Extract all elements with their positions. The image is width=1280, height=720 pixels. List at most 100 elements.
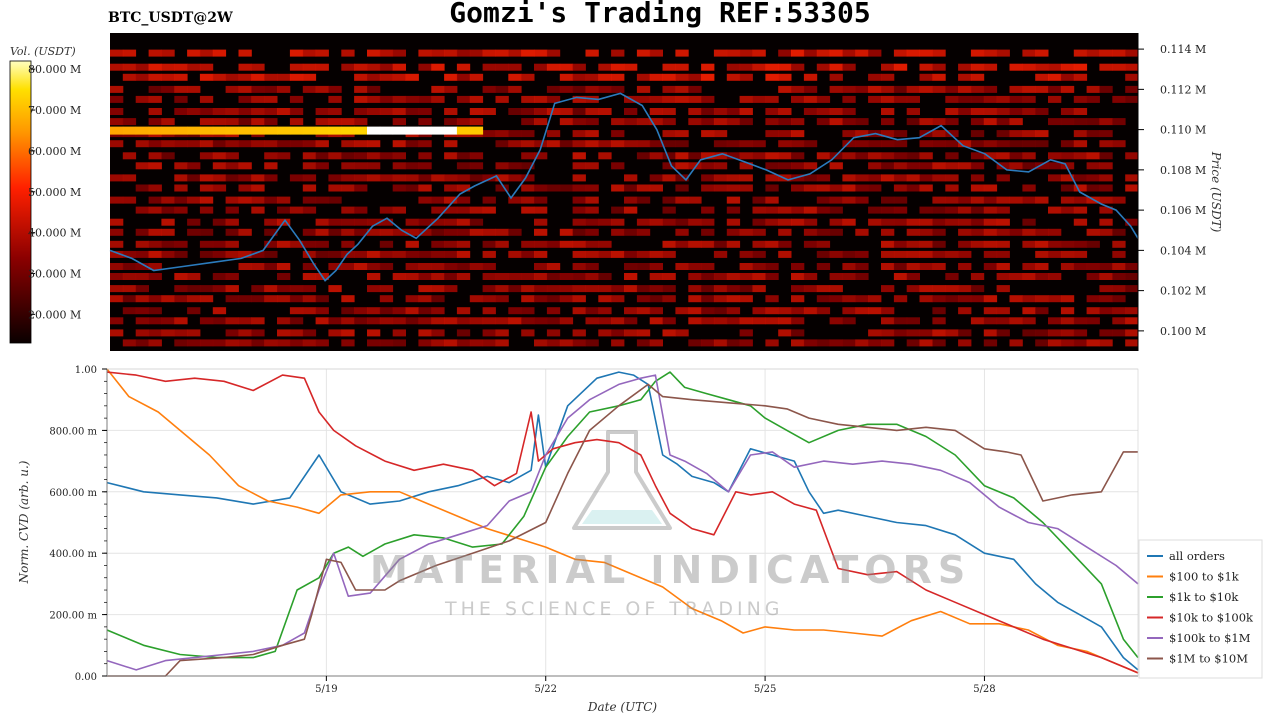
heatmap-cell bbox=[1048, 118, 1062, 126]
heatmap-cell bbox=[996, 250, 1010, 258]
heatmap-cell bbox=[1112, 329, 1126, 337]
heatmap-cell bbox=[868, 49, 882, 57]
heatmap-cell bbox=[302, 85, 317, 93]
heatmap-cell bbox=[675, 184, 689, 192]
heatmap-cell bbox=[367, 73, 381, 81]
y-tick-label: 800.00 m bbox=[49, 426, 97, 437]
heatmap-cell bbox=[598, 317, 612, 325]
heatmap-cell bbox=[174, 108, 188, 115]
heatmap-cell bbox=[444, 49, 458, 57]
heatmap-cell bbox=[752, 263, 766, 270]
heatmap-cell bbox=[187, 307, 201, 315]
heatmap-cell bbox=[315, 118, 329, 126]
heatmap-cell bbox=[1086, 307, 1100, 315]
heatmap-cell bbox=[791, 130, 805, 138]
heatmap-cell bbox=[649, 250, 663, 258]
heatmap-cell bbox=[816, 250, 831, 258]
heatmap-cell bbox=[791, 317, 805, 325]
heatmap-cell bbox=[765, 108, 779, 115]
heatmap-cell bbox=[919, 206, 933, 214]
heatmap-cell bbox=[341, 240, 355, 248]
heatmap-cell bbox=[238, 196, 252, 204]
heatmap-cell bbox=[367, 162, 381, 170]
legend-label: all orders bbox=[1169, 549, 1225, 563]
heatmap-cell bbox=[418, 118, 432, 126]
heatmap-cell bbox=[893, 206, 908, 214]
heatmap-cell bbox=[881, 196, 895, 204]
heatmap-cell bbox=[367, 218, 381, 226]
heatmap-cell bbox=[1035, 228, 1049, 236]
heatmap-cell bbox=[367, 63, 381, 71]
heatmap-cell bbox=[238, 184, 252, 192]
heatmap-cell bbox=[765, 263, 779, 270]
heatmap-cell bbox=[110, 85, 124, 93]
heatmap-cell bbox=[431, 317, 445, 325]
heatmap-cell bbox=[713, 49, 728, 57]
heatmap-cell bbox=[289, 206, 304, 214]
heatmap-cell bbox=[521, 130, 535, 138]
heatmap-cell bbox=[829, 118, 843, 126]
series-line bbox=[106, 371, 1139, 674]
heatmap-cell bbox=[225, 73, 239, 81]
heatmap-cell bbox=[341, 263, 355, 270]
heatmap-cell bbox=[970, 240, 985, 248]
heatmap-cell bbox=[932, 130, 946, 138]
heatmap-cell bbox=[482, 250, 496, 258]
heatmap-cell bbox=[688, 196, 702, 204]
heatmap-cell bbox=[829, 206, 843, 214]
heatmap-cell bbox=[559, 317, 574, 325]
heatmap-cell bbox=[1086, 95, 1100, 103]
heatmap-cell bbox=[367, 317, 381, 325]
heatmap-cell bbox=[174, 162, 188, 170]
heatmap-cell bbox=[688, 108, 702, 115]
heatmap-cell bbox=[1125, 85, 1139, 93]
heatmap-wall-cell bbox=[251, 126, 265, 135]
heatmap-cell bbox=[367, 152, 381, 160]
heatmap-cell bbox=[161, 49, 175, 57]
legend-label: $10k to $100k bbox=[1169, 611, 1254, 625]
heatmap-cell bbox=[906, 285, 920, 293]
heatmap-cell bbox=[611, 329, 625, 337]
heatmap-cell bbox=[572, 130, 586, 138]
heatmap-cell bbox=[1073, 240, 1088, 248]
heatmap-cell bbox=[713, 184, 728, 192]
heatmap-cell bbox=[945, 285, 959, 293]
heatmap-cell bbox=[148, 152, 162, 160]
heatmap-cell bbox=[1099, 63, 1113, 71]
heatmap-cell bbox=[996, 218, 1010, 226]
heatmap-cell bbox=[945, 218, 959, 226]
heatmap-cell bbox=[1009, 317, 1023, 325]
heatmap-cell bbox=[662, 273, 676, 280]
heatmap-cell bbox=[251, 295, 265, 303]
heatmap-cell bbox=[264, 228, 278, 236]
heatmap-cell bbox=[341, 184, 355, 192]
heatmap-cell bbox=[289, 118, 304, 126]
heatmap-cell bbox=[970, 49, 985, 57]
heatmap-cell bbox=[315, 317, 329, 325]
heatmap-cell bbox=[598, 285, 612, 293]
heatmap-cell bbox=[675, 228, 689, 236]
heatmap-cell bbox=[881, 218, 895, 226]
heatmap-cell bbox=[135, 329, 149, 337]
heatmap-cell bbox=[919, 140, 933, 148]
heatmap-cell bbox=[431, 240, 445, 248]
heatmap-cell bbox=[199, 196, 214, 204]
heatmap-cell bbox=[585, 49, 599, 57]
heatmap-cell bbox=[983, 49, 998, 57]
heatmap-cell bbox=[842, 108, 856, 115]
heatmap-cell bbox=[945, 108, 959, 115]
heatmap-cell bbox=[495, 184, 509, 192]
heatmap-cell bbox=[302, 240, 317, 248]
heatmap-cell bbox=[1035, 295, 1049, 303]
heatmap-cell bbox=[315, 85, 329, 93]
heatmap-cell bbox=[187, 329, 201, 337]
heatmap-cell bbox=[572, 196, 586, 204]
heatmap-cell bbox=[225, 152, 239, 160]
heatmap-cell bbox=[302, 285, 317, 293]
heatmap-cell bbox=[791, 63, 805, 71]
heatmap-cell bbox=[572, 162, 586, 170]
heatmap-cell bbox=[1060, 85, 1075, 93]
heatmap-cell bbox=[264, 174, 278, 182]
